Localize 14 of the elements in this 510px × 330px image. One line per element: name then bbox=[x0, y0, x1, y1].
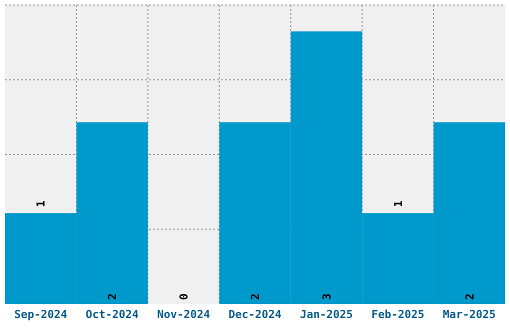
data-label: 1 bbox=[34, 200, 48, 208]
x-tick-label: Feb-2025 bbox=[371, 308, 424, 321]
x-tick-label: Mar-2025 bbox=[442, 308, 496, 321]
x-tick-label: Nov-2024 bbox=[157, 308, 210, 321]
data-label: 1 bbox=[392, 200, 405, 208]
data-label: 3 bbox=[320, 293, 334, 300]
x-tick-label: Sep-2024 bbox=[14, 308, 68, 321]
x-tick-label: Oct-2024 bbox=[86, 308, 140, 321]
data-label: 0 bbox=[178, 293, 191, 300]
data-label: 2 bbox=[463, 293, 476, 300]
data-label: 2 bbox=[249, 293, 262, 300]
x-tick-label: Jan-2025 bbox=[300, 308, 353, 321]
x-tick-label: Dec-2024 bbox=[228, 308, 282, 321]
data-label: 2 bbox=[106, 293, 120, 300]
